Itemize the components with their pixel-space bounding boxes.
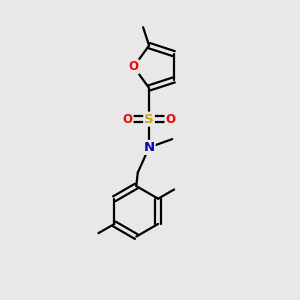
Text: N: N <box>143 141 155 154</box>
Text: O: O <box>129 60 139 73</box>
Text: O: O <box>166 113 176 126</box>
Text: S: S <box>144 113 154 126</box>
Text: O: O <box>123 113 133 126</box>
